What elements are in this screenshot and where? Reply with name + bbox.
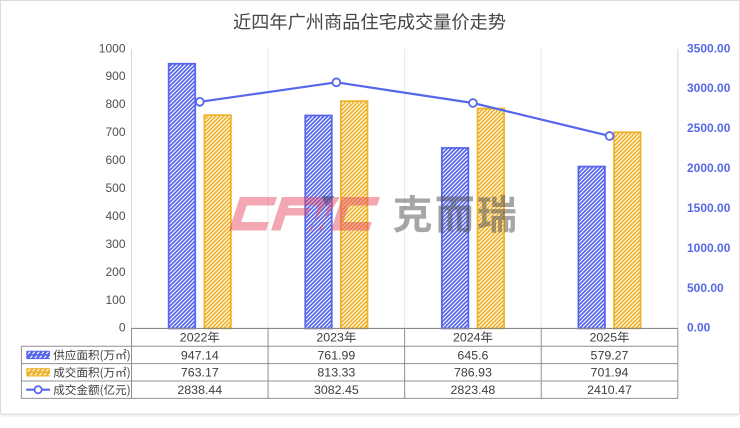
svg-text:200: 200 <box>105 265 125 279</box>
svg-text:645.6: 645.6 <box>457 348 488 362</box>
svg-text:3500.00: 3500.00 <box>687 41 731 55</box>
svg-text:1000.00: 1000.00 <box>687 241 731 255</box>
svg-text:700: 700 <box>105 125 125 139</box>
svg-text:579.27: 579.27 <box>591 348 629 362</box>
svg-text:813.33: 813.33 <box>317 366 355 380</box>
svg-text:947.14: 947.14 <box>181 348 219 362</box>
svg-text:600: 600 <box>105 153 125 167</box>
svg-text:2000.00: 2000.00 <box>687 161 731 175</box>
svg-text:400: 400 <box>105 209 125 223</box>
svg-text:761.99: 761.99 <box>317 348 355 362</box>
svg-text:2410.47: 2410.47 <box>587 383 632 397</box>
svg-text:100: 100 <box>105 293 125 307</box>
svg-text:0: 0 <box>119 321 126 335</box>
svg-text:701.94: 701.94 <box>591 366 629 380</box>
svg-text:300: 300 <box>105 237 125 251</box>
svg-text:800: 800 <box>105 97 125 111</box>
svg-text:1500.00: 1500.00 <box>687 201 731 215</box>
svg-text:2838.44: 2838.44 <box>177 383 222 397</box>
svg-text:763.17: 763.17 <box>181 366 219 380</box>
svg-text:3000.00: 3000.00 <box>687 81 731 95</box>
svg-text:2022: 2022 <box>180 331 208 345</box>
svg-text:2024: 2024 <box>453 331 481 345</box>
svg-text:786.93: 786.93 <box>454 366 492 380</box>
svg-text:0.00: 0.00 <box>687 321 711 335</box>
svg-text:900: 900 <box>105 69 125 83</box>
svg-text:3082.45: 3082.45 <box>314 383 359 397</box>
svg-text:500: 500 <box>105 181 125 195</box>
svg-text:2025: 2025 <box>590 331 618 345</box>
svg-text:500.00: 500.00 <box>687 281 724 295</box>
svg-text:1000: 1000 <box>99 41 126 55</box>
svg-text:2500.00: 2500.00 <box>687 121 731 135</box>
svg-text:2823.48: 2823.48 <box>451 383 496 397</box>
svg-text:2023: 2023 <box>316 331 344 345</box>
